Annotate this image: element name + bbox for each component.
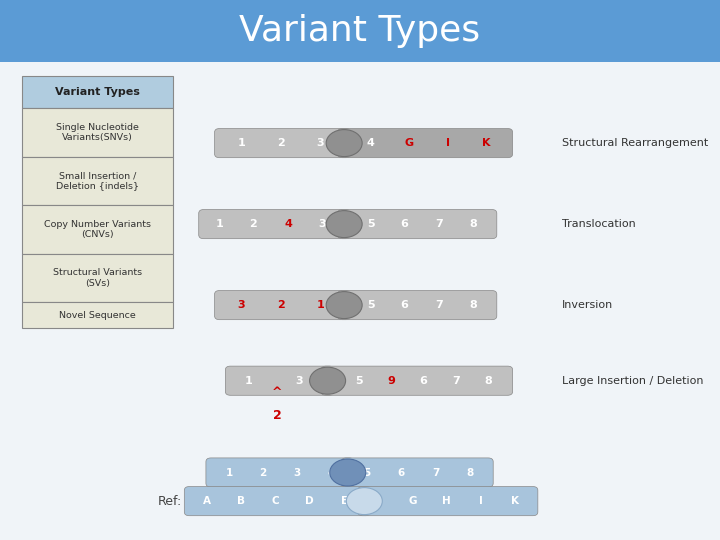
Text: K: K xyxy=(510,496,519,506)
Text: 5: 5 xyxy=(364,468,371,477)
Text: 3: 3 xyxy=(317,138,324,148)
Text: Inversion: Inversion xyxy=(562,300,613,310)
Text: 8: 8 xyxy=(485,376,492,386)
Text: 5: 5 xyxy=(367,219,374,229)
Text: 2: 2 xyxy=(277,138,284,148)
Text: F: F xyxy=(374,496,382,506)
Text: 6: 6 xyxy=(397,468,405,477)
Text: 7: 7 xyxy=(432,468,439,477)
Text: 1: 1 xyxy=(245,376,252,386)
Text: 6: 6 xyxy=(420,376,427,386)
FancyBboxPatch shape xyxy=(225,366,334,395)
Text: Structural Variants
(SVs): Structural Variants (SVs) xyxy=(53,268,142,288)
FancyBboxPatch shape xyxy=(22,205,173,254)
Text: D: D xyxy=(305,496,314,506)
Text: 7: 7 xyxy=(436,219,443,229)
Text: 2: 2 xyxy=(277,300,284,310)
Text: 1: 1 xyxy=(317,300,324,310)
FancyBboxPatch shape xyxy=(338,210,497,239)
FancyBboxPatch shape xyxy=(22,254,173,302)
Text: Structural Rearrangement: Structural Rearrangement xyxy=(562,138,708,148)
Text: 1: 1 xyxy=(238,138,245,148)
Text: 3: 3 xyxy=(318,219,325,229)
FancyBboxPatch shape xyxy=(215,129,351,158)
FancyBboxPatch shape xyxy=(358,487,538,516)
Text: H: H xyxy=(442,496,451,506)
Text: 4: 4 xyxy=(367,138,374,148)
Text: 6: 6 xyxy=(401,300,408,310)
Circle shape xyxy=(326,130,362,157)
Text: 5: 5 xyxy=(367,300,374,310)
Text: 2: 2 xyxy=(259,468,266,477)
FancyBboxPatch shape xyxy=(206,458,354,487)
Circle shape xyxy=(346,488,382,515)
Text: Novel Sequence: Novel Sequence xyxy=(59,311,135,320)
FancyBboxPatch shape xyxy=(338,129,513,158)
FancyBboxPatch shape xyxy=(22,76,173,108)
Text: Single Nucleotide
Variants(SNVs): Single Nucleotide Variants(SNVs) xyxy=(55,123,139,142)
Text: C: C xyxy=(272,496,279,506)
FancyBboxPatch shape xyxy=(0,0,720,62)
FancyBboxPatch shape xyxy=(184,487,371,516)
Text: 7: 7 xyxy=(436,300,443,310)
Text: K: K xyxy=(482,138,490,148)
Text: Copy Number Variants
(CNVs): Copy Number Variants (CNVs) xyxy=(44,220,150,239)
Text: A: A xyxy=(203,496,212,506)
Text: 6: 6 xyxy=(401,219,408,229)
Text: 8: 8 xyxy=(467,468,474,477)
Text: 8: 8 xyxy=(469,219,477,229)
FancyBboxPatch shape xyxy=(321,366,513,395)
Circle shape xyxy=(310,367,346,394)
Text: I: I xyxy=(479,496,483,506)
Text: 4: 4 xyxy=(284,219,292,229)
Text: 4: 4 xyxy=(328,468,335,477)
FancyBboxPatch shape xyxy=(22,302,173,328)
FancyBboxPatch shape xyxy=(22,108,173,157)
Text: Large Insertion / Deletion: Large Insertion / Deletion xyxy=(562,376,703,386)
Text: Variant Types: Variant Types xyxy=(55,87,140,97)
Text: 2: 2 xyxy=(250,219,257,229)
Text: 3: 3 xyxy=(295,376,302,386)
FancyBboxPatch shape xyxy=(341,458,493,487)
FancyBboxPatch shape xyxy=(338,291,497,320)
FancyBboxPatch shape xyxy=(22,157,173,205)
Text: 1: 1 xyxy=(225,468,233,477)
Text: G: G xyxy=(405,138,413,148)
FancyBboxPatch shape xyxy=(215,291,351,320)
Circle shape xyxy=(326,292,362,319)
Text: 5: 5 xyxy=(355,376,362,386)
Text: Small Insertion /
Deletion {indels}: Small Insertion / Deletion {indels} xyxy=(55,171,139,191)
Text: 3: 3 xyxy=(294,468,301,477)
Text: Ref:: Ref: xyxy=(158,495,182,508)
Text: ^: ^ xyxy=(272,386,282,399)
Text: E: E xyxy=(341,496,348,506)
Text: Translocation: Translocation xyxy=(562,219,635,229)
Text: 2: 2 xyxy=(273,409,282,422)
Text: 3: 3 xyxy=(238,300,245,310)
Text: I: I xyxy=(446,138,450,148)
Text: B: B xyxy=(237,496,246,506)
Circle shape xyxy=(326,211,362,238)
FancyBboxPatch shape xyxy=(199,210,351,239)
Text: Variant Types: Variant Types xyxy=(240,15,480,48)
Text: 8: 8 xyxy=(469,300,477,310)
Text: G: G xyxy=(408,496,417,506)
Text: 1: 1 xyxy=(216,219,223,229)
Text: 7: 7 xyxy=(452,376,459,386)
Circle shape xyxy=(330,459,366,486)
Text: 9: 9 xyxy=(387,376,395,386)
